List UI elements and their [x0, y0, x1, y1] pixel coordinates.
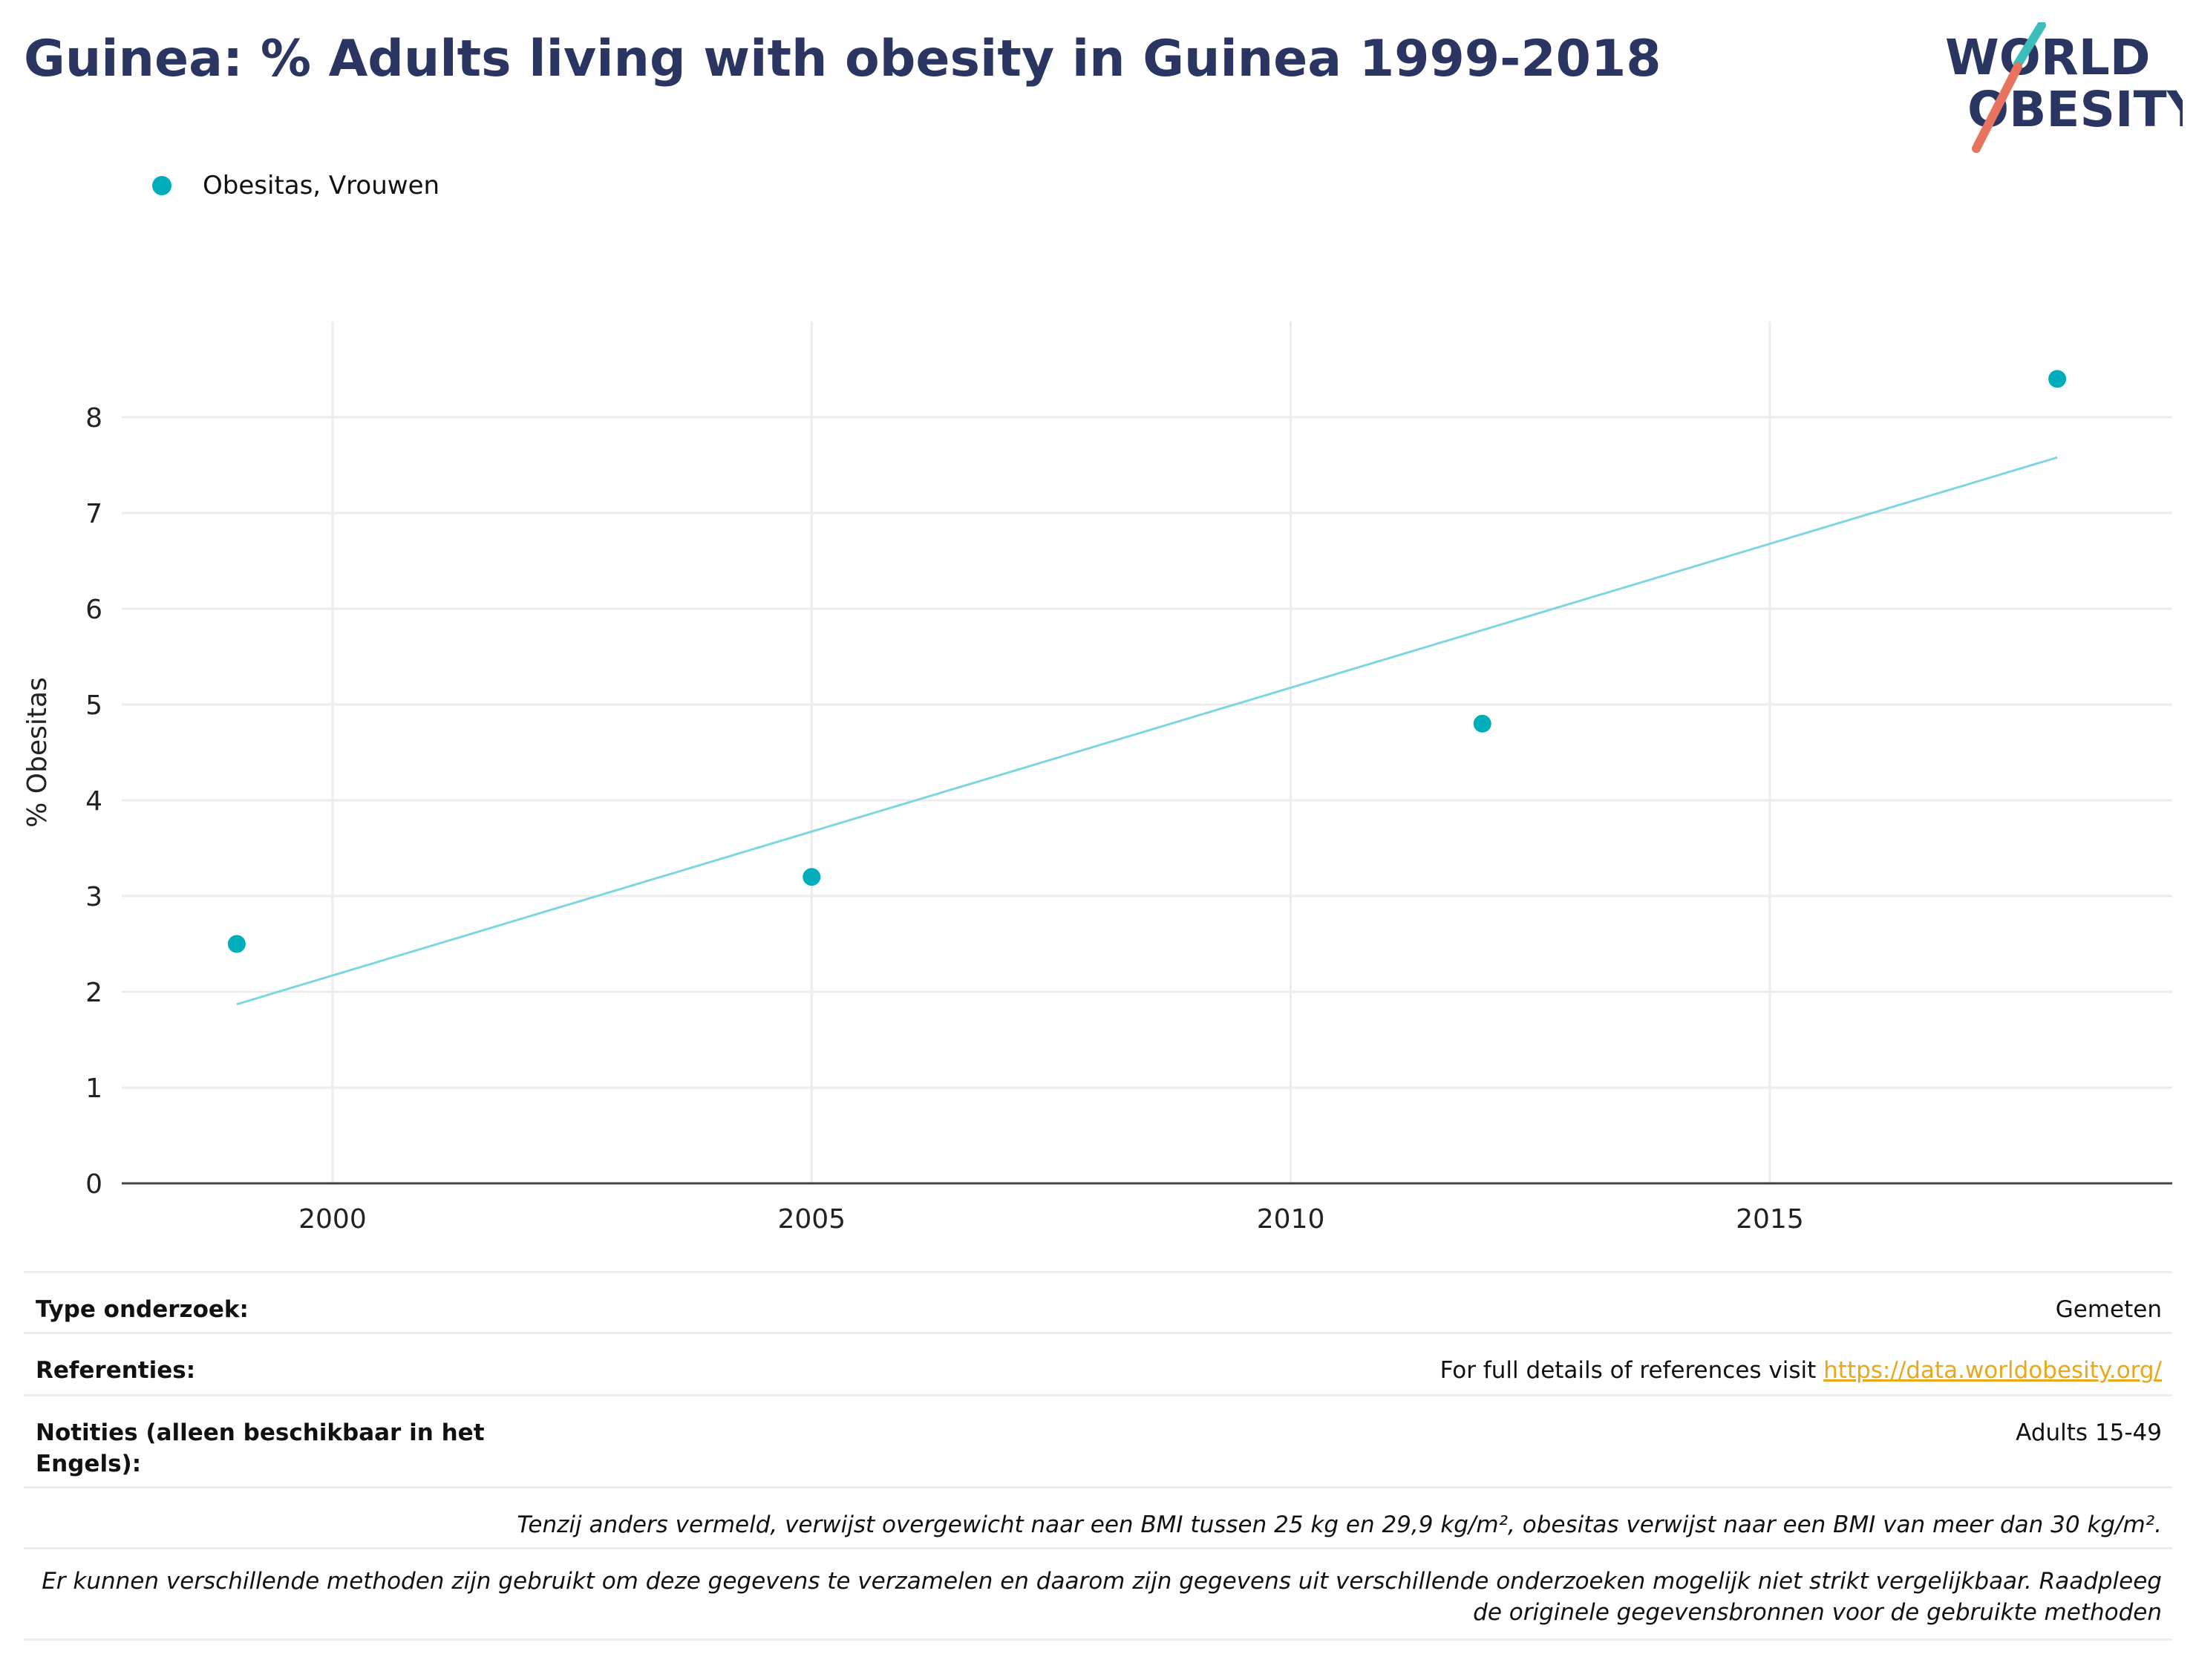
legend-marker	[152, 176, 171, 195]
logo-slash-coral	[1972, 62, 2022, 153]
y-tick-label: 7	[85, 499, 102, 529]
y-tick-label: 0	[85, 1169, 102, 1200]
x-tick-label: 2000	[298, 1204, 367, 1232]
grid	[122, 321, 2172, 1183]
info-methods: Er kunnen verschillende methoden zijn ge…	[42, 1568, 2162, 1626]
legend-label: Obesitas, Vrouwen	[203, 171, 440, 200]
info-type-value: Gemeten	[2055, 1296, 2162, 1323]
info-row-references: Referenties: For full details of referen…	[24, 1332, 2172, 1394]
info-row-notes: Notities (alleen beschikbaar in het Enge…	[24, 1394, 2172, 1486]
chart: 0 1 2 3 4 5 6 7 8 2000 2005 2010 2015 % Obesitas	[22, 321, 2172, 1232]
data-point	[227, 935, 246, 953]
info-row-definition: Tenzij anders vermeld, verwijst overgewi…	[24, 1486, 2172, 1547]
data-points	[227, 370, 2067, 953]
y-tick-label: 2	[85, 978, 102, 1008]
info-notes-value: Adults 15-49	[2016, 1419, 2162, 1446]
y-axis-label: % Obesitas	[22, 677, 53, 828]
info-ref-label: Referenties:	[36, 1357, 196, 1384]
y-tick-label: 3	[85, 882, 102, 912]
logo-word-world: WORLD	[1945, 29, 2151, 86]
legend[interactable]: Obesitas, Vrouwen	[152, 169, 439, 202]
x-axis-ticks: 2000 2005 2010 2015	[298, 1204, 1804, 1232]
info-definition: Tenzij anders vermeld, verwijst overgewi…	[517, 1511, 2162, 1538]
references-link[interactable]: https://data.worldobesity.org/	[1823, 1357, 2162, 1384]
info-ref-text: For full details of references visit	[1440, 1357, 1824, 1384]
info-table: Type onderzoek: Gemeten Referenties: For…	[24, 1271, 2172, 1641]
trendline	[236, 456, 2058, 1006]
x-tick-label: 2005	[777, 1204, 846, 1232]
y-tick-label: 5	[85, 690, 102, 721]
y-tick-label: 4	[85, 786, 102, 817]
info-row-type: Type onderzoek: Gemeten	[24, 1271, 2172, 1332]
page-title: Guinea: % Adults living with obesity in …	[24, 30, 1661, 88]
info-type-label: Type onderzoek:	[36, 1296, 249, 1323]
data-point	[803, 868, 821, 886]
data-point	[2048, 370, 2067, 388]
y-tick-label: 6	[85, 595, 102, 625]
y-axis-ticks: 0 1 2 3 4 5 6 7 8	[85, 403, 102, 1200]
world-obesity-logo: WORLD OBESITY	[1945, 22, 2183, 153]
info-row-methods: Er kunnen verschillende methoden zijn ge…	[24, 1547, 2172, 1641]
data-point	[1473, 714, 1491, 733]
y-tick-label: 1	[85, 1073, 102, 1104]
logo-slash-teal	[2013, 22, 2046, 68]
info-ref-value: For full details of references visit htt…	[1440, 1334, 2172, 1386]
x-tick-label: 2015	[1736, 1204, 1804, 1232]
info-notes-label: Notities (alleen beschikbaar in het Enge…	[36, 1419, 485, 1477]
x-tick-label: 2010	[1257, 1204, 1325, 1232]
y-tick-label: 8	[85, 403, 102, 434]
